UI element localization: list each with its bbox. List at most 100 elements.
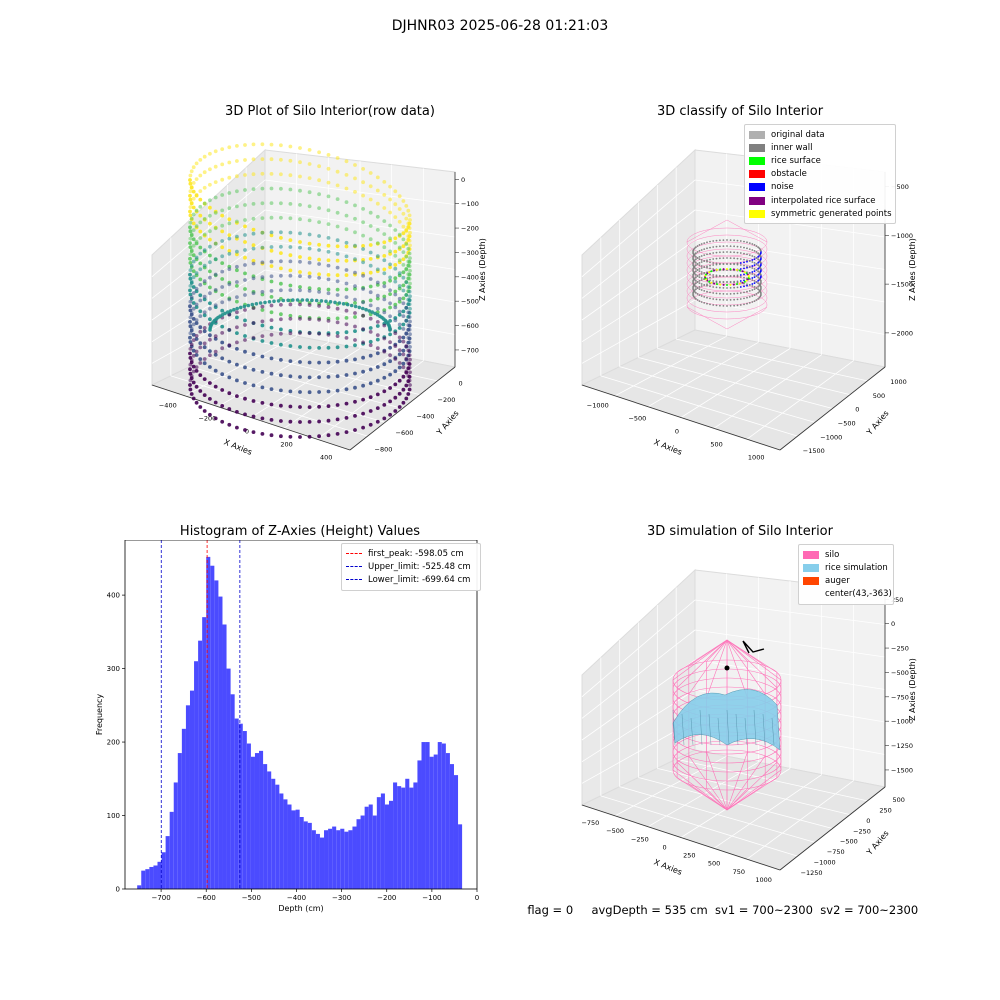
y-axis-label: Y Axies xyxy=(864,409,890,438)
class-point xyxy=(715,304,718,307)
legend-swatch xyxy=(749,130,765,139)
histogram-bar xyxy=(429,756,434,889)
class-point xyxy=(700,301,703,303)
data-point xyxy=(220,245,225,250)
data-point xyxy=(397,326,402,330)
data-point xyxy=(401,237,406,242)
class-point xyxy=(713,282,716,285)
data-point xyxy=(198,314,203,318)
class-point xyxy=(703,284,706,286)
data-point xyxy=(269,418,274,422)
data-point xyxy=(407,226,412,230)
legend-label: interpolated rice surface xyxy=(771,195,876,206)
data-point xyxy=(243,334,247,338)
class-point xyxy=(719,286,721,289)
data-point xyxy=(353,338,357,342)
data-point xyxy=(260,292,265,297)
class-point xyxy=(719,239,721,242)
histogram-bar xyxy=(254,753,260,889)
data-point xyxy=(353,385,357,390)
data-point xyxy=(319,299,324,303)
data-point xyxy=(368,422,373,427)
z-tick-label: −700 xyxy=(461,346,479,354)
histogram-bar xyxy=(364,806,369,889)
data-point xyxy=(243,412,247,417)
data-point xyxy=(235,362,239,367)
data-point xyxy=(344,213,349,218)
data-point xyxy=(202,409,207,413)
data-point xyxy=(375,365,380,369)
silo-ring xyxy=(686,276,768,306)
class-point xyxy=(698,270,701,272)
data-point xyxy=(375,378,380,383)
data-point xyxy=(202,329,207,334)
x-tick-label: 1000 xyxy=(748,454,765,462)
data-point xyxy=(188,189,193,194)
class-point xyxy=(753,250,756,252)
data-point xyxy=(317,304,321,308)
histogram-bar xyxy=(449,764,454,889)
data-point xyxy=(388,265,392,270)
class-point xyxy=(706,283,708,286)
data-point xyxy=(375,392,380,397)
data-point xyxy=(191,165,196,170)
data-point xyxy=(406,310,411,315)
class-point xyxy=(696,299,699,301)
class-point xyxy=(722,281,725,283)
data-point xyxy=(213,164,218,169)
histogram-bar xyxy=(409,787,414,889)
class-point xyxy=(722,283,725,286)
data-point xyxy=(279,327,283,332)
data-point xyxy=(194,177,199,181)
data-point xyxy=(368,277,373,281)
class-point xyxy=(726,305,728,307)
legend-swatch xyxy=(749,143,765,152)
silo-roof xyxy=(676,639,728,688)
data-point xyxy=(375,175,380,180)
class-point xyxy=(696,269,699,271)
data-point xyxy=(189,200,194,205)
class-point xyxy=(693,277,696,280)
data-point xyxy=(393,189,398,194)
data-point xyxy=(220,229,225,234)
class-point xyxy=(726,281,728,283)
class-point xyxy=(709,303,711,306)
data-point xyxy=(208,365,212,369)
data-point xyxy=(227,267,232,271)
class-point xyxy=(700,285,703,287)
data-point xyxy=(393,395,398,400)
data-point xyxy=(288,268,293,273)
data-point xyxy=(198,389,203,393)
data-point xyxy=(368,184,373,189)
data-point xyxy=(202,217,207,221)
data-point xyxy=(251,258,256,263)
data-point xyxy=(368,367,373,372)
rice-mesh-line xyxy=(744,717,748,746)
x-tick-label: −750 xyxy=(581,819,599,827)
data-point xyxy=(401,400,406,405)
class-point xyxy=(757,264,759,266)
class-point xyxy=(739,252,742,254)
data-point xyxy=(404,356,409,361)
class-point xyxy=(748,284,751,286)
histogram-bar xyxy=(246,743,251,889)
data-point xyxy=(326,236,331,240)
data-point xyxy=(279,186,283,191)
data-point xyxy=(401,250,406,254)
class-point xyxy=(726,293,728,295)
legend-swatch xyxy=(749,156,765,165)
data-point xyxy=(335,334,340,338)
class-point xyxy=(726,239,728,241)
class-point xyxy=(715,251,718,254)
data-point xyxy=(235,315,239,320)
class-point xyxy=(706,253,708,256)
class-point xyxy=(722,257,725,259)
histogram-bar xyxy=(445,753,450,889)
data-point xyxy=(198,361,203,365)
data-point xyxy=(213,368,218,373)
histogram-bar xyxy=(344,831,349,889)
data-point xyxy=(227,233,232,237)
data-point xyxy=(188,288,192,293)
histogram-bars xyxy=(137,556,463,889)
